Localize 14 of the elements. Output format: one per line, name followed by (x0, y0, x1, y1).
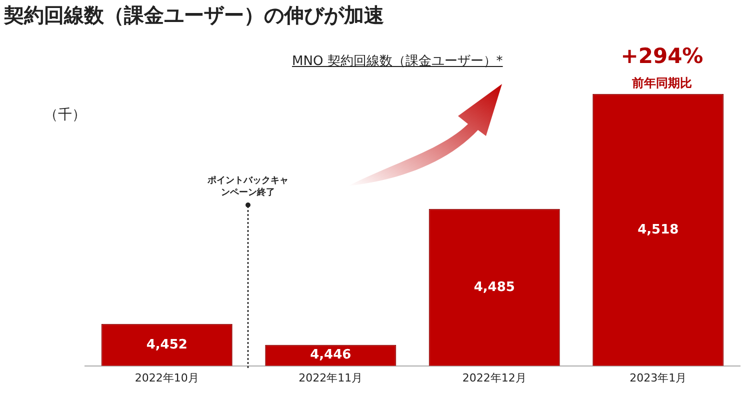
annotation: ポイントバックキャンペーン終了 (206, 175, 290, 199)
chart-title: 契約回線数（課金ユーザー）の伸びが加速 (4, 2, 384, 29)
data-label: 4,518 (638, 222, 679, 238)
data-label: 4,452 (146, 337, 188, 352)
text: MNO 契約回線数（課金ユーザー）* (292, 53, 503, 70)
x-tick-label: 2022年11月 (298, 371, 363, 384)
text: 前年同期比 (631, 75, 693, 92)
data-label: 4,485 (474, 280, 515, 295)
data-label: 4,446 (310, 348, 352, 363)
y-axis-title: （千） (44, 106, 86, 124)
x-tick-label: 2023年1月 (630, 371, 687, 384)
text: +294% (620, 44, 704, 68)
x-tick-label: 2022年10月 (134, 371, 199, 384)
x-tick-label: 2022年12月 (462, 371, 526, 384)
